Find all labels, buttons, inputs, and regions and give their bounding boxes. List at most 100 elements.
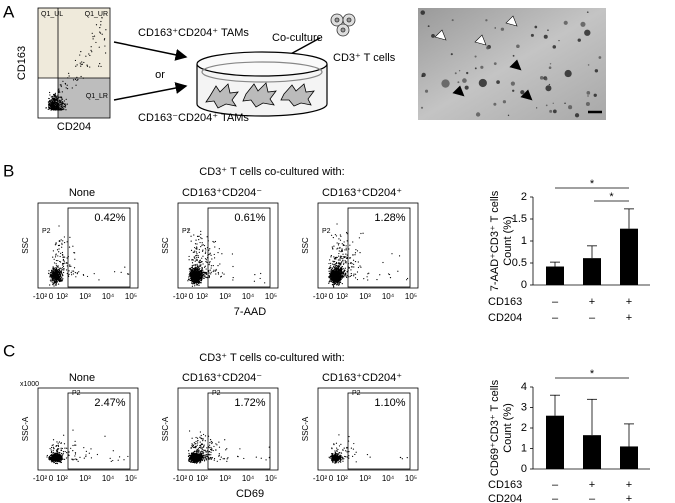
event-dot [333, 286, 335, 288]
event-dot [60, 461, 62, 464]
event-dot [200, 272, 203, 274]
event-dot [348, 451, 350, 453]
event-dot [63, 103, 65, 105]
event-dot [195, 456, 197, 459]
event-dot [338, 262, 340, 264]
event-dot [335, 264, 338, 267]
event-dot [55, 282, 57, 284]
event-dot [85, 450, 87, 452]
event-dot [358, 237, 360, 239]
event-dot [198, 235, 200, 237]
event-dot [348, 457, 350, 459]
event-dot [339, 454, 341, 456]
cell-blob [474, 55, 477, 58]
event-dot [53, 282, 55, 284]
event-dot [62, 452, 64, 455]
event-dot [193, 450, 196, 453]
event-dot [90, 46, 92, 48]
event-dot [338, 460, 340, 463]
event-dot [202, 438, 204, 440]
event-dot [191, 437, 193, 439]
event-dot [190, 461, 192, 463]
event-dot [341, 277, 343, 279]
event-dot [58, 441, 61, 443]
event-dot [194, 460, 196, 462]
event-dot [53, 461, 55, 463]
event-dot [49, 101, 51, 103]
event-dot [208, 446, 210, 449]
y-axis-label: SSC [301, 237, 310, 254]
event-dot [195, 442, 197, 445]
event-dot [74, 78, 77, 80]
event-dot [103, 39, 106, 41]
event-dot [356, 271, 359, 273]
event-dot [60, 102, 62, 104]
event-dot [333, 281, 335, 283]
event-dot [201, 438, 203, 440]
event-dot [202, 453, 205, 455]
event-dot [342, 460, 344, 462]
event-dot [195, 450, 197, 452]
significance-star: * [590, 178, 595, 190]
event-dot [53, 280, 55, 282]
event-dot [49, 104, 52, 106]
event-dot [61, 251, 64, 254]
event-dot [63, 269, 65, 271]
cell-blob [474, 67, 477, 70]
event-dot [210, 451, 212, 453]
event-dot [197, 268, 199, 271]
event-dot [193, 281, 195, 283]
event-dot [63, 105, 65, 107]
event-dot [76, 459, 78, 461]
event-dot [205, 455, 207, 457]
event-dot [192, 268, 194, 270]
event-dot [335, 460, 337, 462]
event-dot [335, 265, 337, 267]
event-dot [83, 457, 85, 459]
event-dot [330, 262, 332, 264]
event-dot [49, 447, 51, 450]
event-dot [333, 270, 335, 272]
cell-blob [451, 19, 454, 22]
event-dot [328, 282, 330, 284]
event-dot [64, 256, 66, 258]
event-dot [55, 98, 58, 100]
event-dot [52, 449, 54, 452]
event-dot [362, 232, 364, 234]
event-dot [195, 269, 197, 271]
event-dot [200, 230, 202, 232]
event-dot [58, 454, 61, 456]
event-dot [61, 447, 63, 450]
event-dot [77, 78, 79, 81]
event-dot [345, 253, 347, 255]
event-dot [60, 449, 62, 451]
event-dot [231, 253, 234, 255]
event-dot [193, 264, 195, 266]
event-dot [104, 435, 106, 437]
cell-blob [594, 69, 599, 73]
event-dot [54, 92, 57, 94]
event-dot [198, 446, 201, 449]
event-dot [55, 107, 58, 110]
event-dot [60, 252, 62, 254]
event-dot [232, 265, 234, 268]
event-dot [341, 249, 343, 251]
event-dot [66, 447, 68, 449]
event-dot [66, 84, 68, 86]
event-dot [193, 256, 196, 258]
event-dot [342, 458, 344, 460]
event-dot [236, 455, 239, 457]
cell-blob [586, 11, 589, 13]
event-dot [357, 266, 360, 269]
event-dot [73, 267, 76, 269]
event-dot [52, 276, 54, 278]
event-dot [226, 458, 228, 460]
event-dot [200, 443, 203, 445]
event-dot [340, 272, 343, 274]
event-dot [51, 461, 53, 463]
x-tick-label: 0 [189, 474, 194, 483]
event-dot [253, 280, 255, 282]
event-dot [201, 268, 203, 270]
event-dot [75, 84, 77, 86]
event-dot [190, 278, 192, 280]
